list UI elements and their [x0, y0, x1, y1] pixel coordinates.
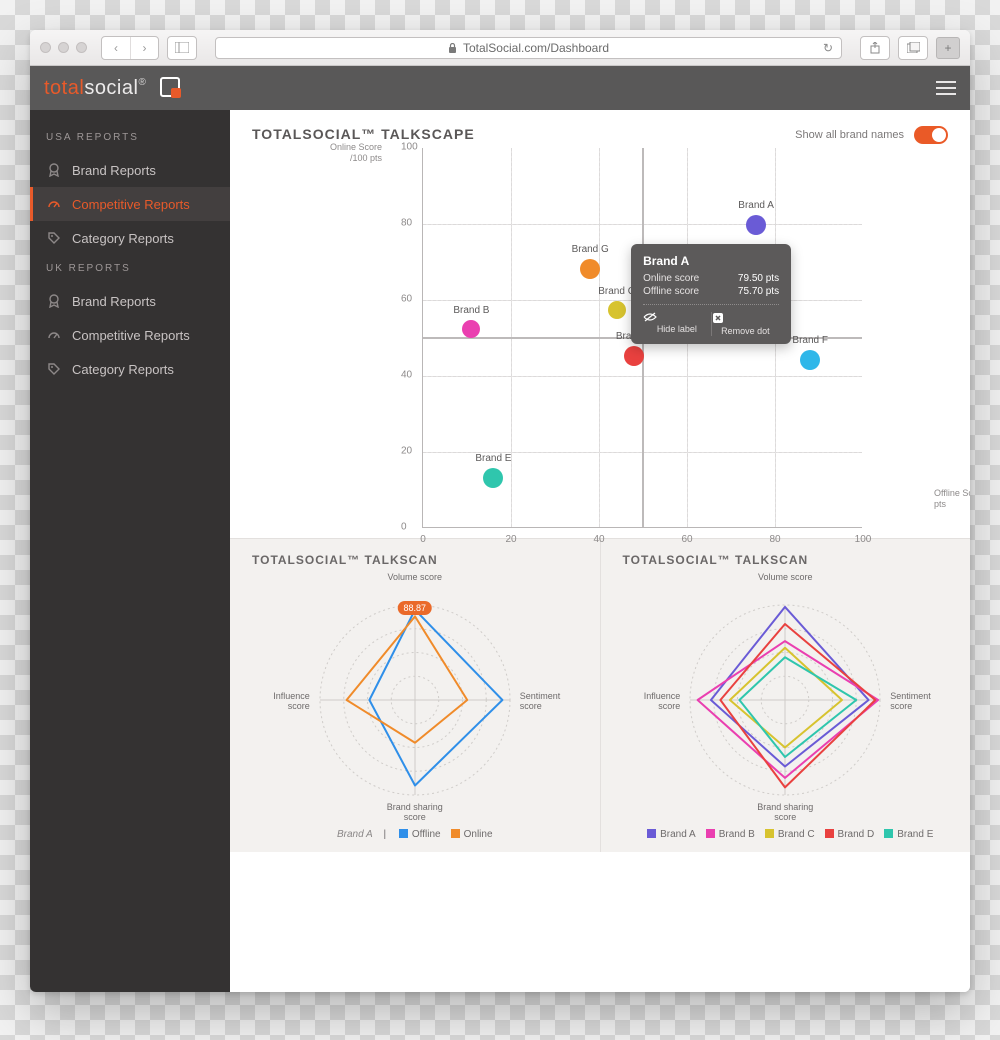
show-names-toggle[interactable]	[914, 126, 948, 144]
talkscan-right-legend: Brand ABrand BBrand CBrand DBrand E	[611, 829, 961, 840]
main-content: TOTALSOCIAL™ TALKSCAPE Show all brand na…	[230, 110, 970, 992]
menu-button[interactable]	[936, 81, 956, 95]
gauge-icon	[46, 327, 62, 343]
legend-swatch	[399, 829, 408, 838]
bubble-label: Brand F	[792, 335, 828, 346]
radar-axis-label: Volume score	[385, 573, 445, 583]
radar-axis-label: Brand sharing score	[755, 803, 815, 823]
talkscan-left-legend: Brand A | OfflineOnline	[240, 829, 590, 840]
logo-mark-icon	[160, 77, 180, 97]
tag-icon	[46, 361, 62, 377]
talkscan-left-chart[interactable]: Volume score Sentiment score Brand sharing…	[250, 573, 580, 823]
close-dot[interactable]	[40, 42, 51, 53]
back-icon[interactable]: ‹	[102, 37, 130, 59]
minimize-dot[interactable]	[58, 42, 69, 53]
panel-icon[interactable]	[168, 37, 196, 59]
sidebar-item-label: Brand Reports	[72, 163, 156, 178]
browser-chrome: ‹ › TotalSocial.com/Dashboard ↻	[30, 30, 970, 66]
new-tab-button[interactable]: +	[936, 37, 960, 59]
radar-value-badge: 88.87	[397, 601, 432, 615]
radar-axis-label: Sentiment score	[520, 692, 580, 712]
tabs-button[interactable]	[898, 36, 928, 60]
sidebar-item-label: Brand Reports	[72, 294, 156, 309]
sidebar-item-label: Competitive Reports	[72, 197, 190, 212]
share-icon[interactable]	[861, 37, 889, 59]
nav-back-forward[interactable]: ‹ ›	[101, 36, 159, 60]
talkscape-chart[interactable]: 002020404060608080100100Brand ABrand BBr…	[422, 148, 862, 528]
talkscan-right-chart[interactable]: Volume score Sentiment score Brand sharing…	[620, 573, 950, 823]
sidebar-item-label: Category Reports	[72, 231, 174, 246]
app-header: totalsocial®	[30, 66, 970, 110]
bubble-brand-g[interactable]	[580, 259, 600, 279]
radar-axis-label: Volume score	[755, 573, 815, 583]
talkscape-title: TOTALSOCIAL™ TALKSCAPE	[252, 126, 475, 142]
sidebar: USA REPORTS Brand Reports Competitive Repo…	[30, 110, 230, 992]
legend-swatch	[884, 829, 893, 838]
bubble-brand-b[interactable]	[462, 320, 480, 338]
bubble-label: Brand C	[598, 286, 635, 297]
sidebar-item-brand-reports[interactable]: Brand Reports	[30, 284, 230, 318]
window-controls[interactable]	[40, 42, 87, 53]
sidebar-item-competitive-reports[interactable]: Competitive Reports	[30, 318, 230, 352]
talkscan-right-title: TOTALSOCIAL™ TALKSCAN	[623, 553, 961, 567]
share-button[interactable]	[860, 36, 890, 60]
sidebar-item-label: Category Reports	[72, 362, 174, 377]
bubble-tooltip: Brand AOnline score79.50 ptsOffline scor…	[631, 244, 791, 344]
bubble-label: Brand G	[572, 244, 609, 255]
bubble-brand-a[interactable]	[746, 215, 766, 235]
talkscan-row: TOTALSOCIAL™ TALKSCAN Volume score Sentim…	[230, 538, 970, 852]
sidebar-item-category-reports[interactable]: Category Reports	[30, 221, 230, 255]
sidebar-section-title: USA REPORTS	[30, 124, 230, 153]
legend-swatch	[825, 829, 834, 838]
bubble-brand-e[interactable]	[483, 468, 503, 488]
bubble-brand-c[interactable]	[608, 301, 626, 319]
url-bar[interactable]: TotalSocial.com/Dashboard ↻	[215, 37, 842, 59]
bubble-label: Brand B	[453, 305, 489, 316]
tooltip-action-eye-off[interactable]: Hide label	[643, 312, 711, 336]
sidebar-section-title: UK REPORTS	[30, 255, 230, 284]
bubble-brand-d[interactable]	[624, 346, 644, 366]
legend-swatch	[647, 829, 656, 838]
y-axis-label: Online Score /100 pts	[324, 142, 382, 164]
legend-swatch	[765, 829, 774, 838]
tooltip-action-x-square[interactable]: Remove dot	[711, 312, 780, 336]
bubble-label: Brand E	[475, 453, 511, 464]
radar-axis-label: Influence score	[250, 692, 310, 712]
gauge-icon	[46, 196, 62, 212]
toggle-label: Show all brand names	[795, 129, 904, 141]
radar-axis-label: Influence score	[620, 692, 680, 712]
bubble-brand-f[interactable]	[800, 350, 820, 370]
award-icon	[46, 293, 62, 309]
x-axis-label: Offline Score /100 pts	[934, 488, 970, 510]
browser-window: ‹ › TotalSocial.com/Dashboard ↻	[30, 30, 970, 992]
legend-swatch	[706, 829, 715, 838]
sidebar-item-competitive-reports[interactable]: Competitive Reports	[30, 187, 230, 221]
award-icon	[46, 162, 62, 178]
url-text: TotalSocial.com/Dashboard	[463, 41, 609, 55]
radar-axis-label: Sentiment score	[890, 692, 950, 712]
radar-axis-label: Brand sharing score	[385, 803, 445, 823]
tabs-icon[interactable]	[899, 37, 927, 59]
forward-icon[interactable]: ›	[130, 37, 158, 59]
app-logo: totalsocial®	[44, 77, 180, 100]
bubble-label: Brand A	[738, 200, 774, 211]
sidebar-toggle[interactable]	[167, 36, 197, 60]
sidebar-item-brand-reports[interactable]: Brand Reports	[30, 153, 230, 187]
talkscan-left-title: TOTALSOCIAL™ TALKSCAN	[252, 553, 590, 567]
sidebar-item-label: Competitive Reports	[72, 328, 190, 343]
sidebar-item-category-reports[interactable]: Category Reports	[30, 352, 230, 386]
legend-brand: Brand A	[337, 829, 373, 840]
reload-icon[interactable]: ↻	[823, 41, 833, 55]
legend-swatch	[451, 829, 460, 838]
tag-icon	[46, 230, 62, 246]
zoom-dot[interactable]	[76, 42, 87, 53]
lock-icon	[448, 43, 457, 53]
